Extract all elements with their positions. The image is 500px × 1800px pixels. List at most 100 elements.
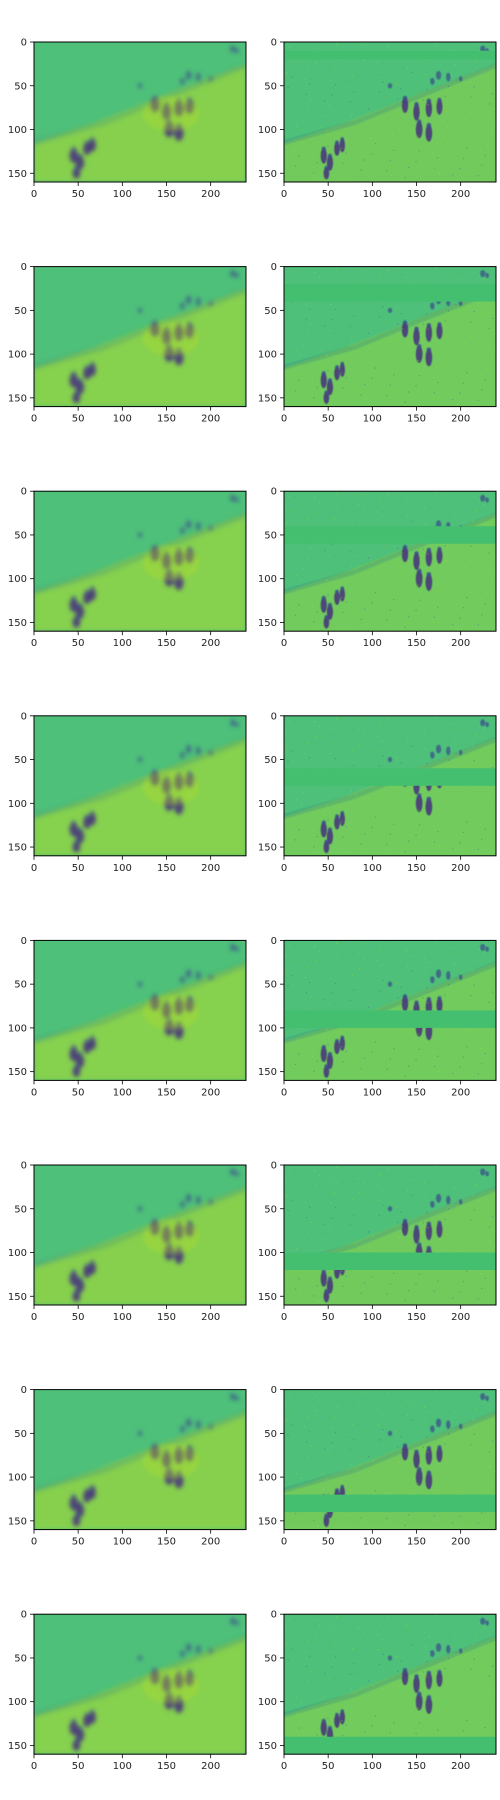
heatmap-image (34, 940, 246, 1081)
axes-frame (33, 266, 247, 408)
x-tick-label: 200 (451, 1761, 470, 1772)
panel-r4-c0: 0 50 100 150 200 0 50 100 150 (8, 936, 247, 1098)
y-tick-label: 100 (258, 1023, 277, 1034)
x-tick-label: 50 (322, 863, 335, 874)
x-tick-label: 0 (281, 638, 287, 649)
x-tick-label: 0 (281, 414, 287, 425)
heatmap-image (284, 266, 496, 407)
x-tick-label: 50 (322, 189, 335, 200)
y-tick-label: 0 (271, 1161, 277, 1172)
x-tick-label: 100 (363, 414, 382, 425)
x-tick-label: 50 (322, 1087, 335, 1098)
y-tick-label: 150 (258, 169, 277, 180)
y-tick-label: 50 (14, 306, 27, 317)
axes-frame (283, 1613, 497, 1755)
y-tick-label: 100 (258, 1248, 277, 1259)
x-tick-label: 0 (281, 1761, 287, 1772)
y-tick-label: 100 (8, 125, 27, 136)
y-tick-label: 0 (21, 487, 27, 498)
axes-frame (33, 490, 247, 632)
y-tick-label: 50 (14, 755, 27, 766)
x-tick-label: 0 (281, 1537, 287, 1548)
y-tick-label: 50 (14, 1429, 27, 1440)
x-tick-label: 50 (72, 863, 85, 874)
y-tick-label: 150 (8, 843, 27, 854)
y-tick-label: 100 (258, 574, 277, 585)
panel-r0-c0: 0 50 100 150 200 0 50 100 150 (8, 38, 247, 200)
panel-r1-c0: 0 50 100 150 200 0 50 100 150 (8, 262, 247, 425)
panel-r0-c1: 0 50 100 150 200 0 50 100 150 (258, 38, 497, 200)
y-tick-label: 0 (271, 38, 277, 49)
y-tick-label: 100 (258, 1473, 277, 1484)
x-tick-label: 0 (31, 863, 37, 874)
panel-r3-c0: 0 50 100 150 200 0 50 100 150 (8, 711, 247, 874)
y-tick-label: 100 (258, 350, 277, 361)
x-tick-label: 100 (113, 638, 132, 649)
axes-frame (33, 1613, 247, 1755)
y-tick-label: 50 (264, 1653, 277, 1664)
y-tick-label: 150 (8, 169, 27, 180)
axes-frame (283, 490, 497, 632)
y-tick-label: 150 (8, 1067, 27, 1078)
x-tick-label: 100 (113, 863, 132, 874)
x-tick-label: 150 (157, 638, 176, 649)
x-tick-label: 50 (322, 414, 335, 425)
y-tick-label: 150 (258, 618, 277, 629)
heatmap-image (284, 42, 496, 182)
x-tick-label: 100 (113, 1312, 132, 1323)
y-tick-label: 100 (258, 125, 277, 136)
y-tick-label: 50 (14, 980, 27, 991)
x-tick-label: 100 (113, 1087, 132, 1098)
panel-r7-c0: 0 50 100 150 200 0 50 100 150 (8, 1610, 247, 1772)
x-tick-label: 0 (31, 189, 37, 200)
x-tick-label: 150 (157, 414, 176, 425)
panel-r1-c1: 0 50 100 150 200 0 50 100 150 (258, 262, 497, 425)
y-tick-label: 150 (8, 618, 27, 629)
x-tick-label: 200 (201, 414, 220, 425)
x-tick-label: 50 (322, 1537, 335, 1548)
x-tick-label: 100 (363, 1537, 382, 1548)
y-tick-label: 100 (8, 1473, 27, 1484)
y-tick-label: 150 (8, 1516, 27, 1527)
y-tick-label: 50 (264, 980, 277, 991)
axes-frame (33, 1164, 247, 1306)
x-tick-label: 0 (31, 1761, 37, 1772)
axes-frame (33, 715, 247, 857)
heatmap-image (34, 42, 246, 182)
y-tick-label: 0 (21, 711, 27, 722)
panel-r6-c1: 0 50 100 150 200 0 50 100 150 (258, 1385, 497, 1548)
heatmap-image (34, 1165, 246, 1305)
axes-frame (283, 1164, 497, 1306)
x-tick-label: 150 (407, 414, 426, 425)
x-tick-label: 200 (201, 1312, 220, 1323)
x-tick-label: 50 (72, 414, 85, 425)
y-tick-label: 50 (264, 1429, 277, 1440)
x-tick-label: 0 (31, 414, 37, 425)
y-tick-label: 50 (264, 81, 277, 92)
x-tick-label: 200 (201, 189, 220, 200)
x-tick-label: 0 (281, 863, 287, 874)
y-tick-label: 0 (271, 1610, 277, 1621)
x-tick-label: 200 (451, 414, 470, 425)
y-tick-label: 50 (264, 1204, 277, 1215)
y-tick-label: 0 (271, 711, 277, 722)
x-tick-label: 0 (31, 1537, 37, 1548)
y-tick-label: 150 (8, 1292, 27, 1303)
y-tick-label: 50 (14, 81, 27, 92)
x-tick-label: 100 (113, 414, 132, 425)
heatmap-image (284, 1614, 496, 1755)
x-tick-label: 0 (281, 1312, 287, 1323)
heatmap-image (34, 1389, 246, 1530)
y-tick-label: 100 (258, 799, 277, 810)
y-tick-label: 0 (21, 262, 27, 273)
y-tick-label: 0 (271, 487, 277, 498)
axes-frame (283, 715, 497, 857)
x-tick-label: 50 (72, 1087, 85, 1098)
x-tick-label: 200 (451, 1537, 470, 1548)
y-tick-label: 150 (258, 1741, 277, 1752)
y-tick-label: 0 (21, 936, 27, 947)
y-tick-label: 150 (258, 843, 277, 854)
y-tick-label: 100 (8, 350, 27, 361)
x-tick-label: 100 (113, 189, 132, 200)
y-tick-label: 50 (264, 530, 277, 541)
